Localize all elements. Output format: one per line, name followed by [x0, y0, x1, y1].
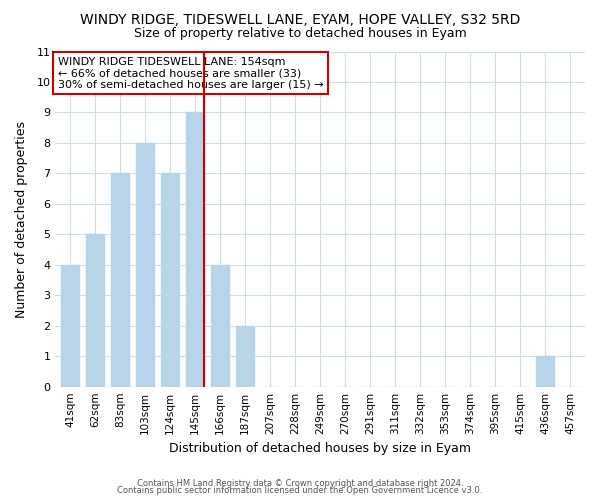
Text: WINDY RIDGE, TIDESWELL LANE, EYAM, HOPE VALLEY, S32 5RD: WINDY RIDGE, TIDESWELL LANE, EYAM, HOPE …: [80, 12, 520, 26]
Text: Size of property relative to detached houses in Eyam: Size of property relative to detached ho…: [134, 28, 466, 40]
Bar: [112, 174, 129, 386]
Bar: [86, 234, 104, 386]
X-axis label: Distribution of detached houses by size in Eyam: Distribution of detached houses by size …: [169, 442, 471, 455]
Bar: [187, 112, 204, 386]
Bar: [61, 265, 79, 386]
Text: Contains HM Land Registry data © Crown copyright and database right 2024.: Contains HM Land Registry data © Crown c…: [137, 478, 463, 488]
Y-axis label: Number of detached properties: Number of detached properties: [15, 120, 28, 318]
Text: WINDY RIDGE TIDESWELL LANE: 154sqm
← 66% of detached houses are smaller (33)
30%: WINDY RIDGE TIDESWELL LANE: 154sqm ← 66%…: [58, 56, 323, 90]
Bar: [536, 356, 554, 386]
Bar: [161, 174, 179, 386]
Bar: [136, 143, 154, 386]
Text: Contains public sector information licensed under the Open Government Licence v3: Contains public sector information licen…: [118, 486, 482, 495]
Bar: [211, 265, 229, 386]
Bar: [236, 326, 254, 386]
